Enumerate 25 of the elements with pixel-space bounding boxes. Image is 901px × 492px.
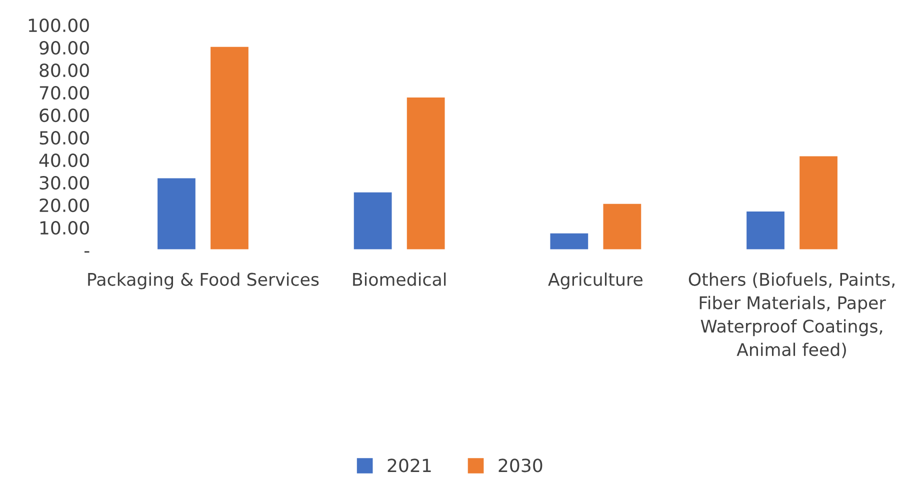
y-tick-label: 70.00 [40,86,89,100]
bar [798,154,839,250]
y-tick-label: 50.00 [40,130,89,145]
y-tick-label: 80.00 [40,63,89,78]
y-tick-label: 60.00 [40,108,89,122]
y-tick-label: 10.00 [40,220,89,235]
bar [745,210,786,250]
legend-label: 2030 [498,458,542,472]
bar [209,45,250,250]
y-tick-label: 20.00 [40,198,89,212]
x-tick-label: Others (Biofuels, Paints, Fiber Materials, Paper Waterproof Coatings, Animal feed) [688,272,894,358]
bar [602,202,643,250]
bar [548,232,590,250]
y-tick-label: 90.00 [40,40,89,55]
bar [352,191,394,250]
y-tick-label: - [84,251,90,253]
bar [156,176,197,250]
x-tick-label: Agriculture [548,272,642,290]
bar [406,96,446,250]
x-tick-label: Biomedical [353,272,446,286]
y-tick-label: 100.00 [28,18,89,32]
y-tick-label: 40.00 [39,153,89,168]
y-tick-label: 30.00 [40,176,89,190]
legend-label: 2021 [388,458,431,472]
x-tick-label: Packaging & Food Services [88,272,319,290]
